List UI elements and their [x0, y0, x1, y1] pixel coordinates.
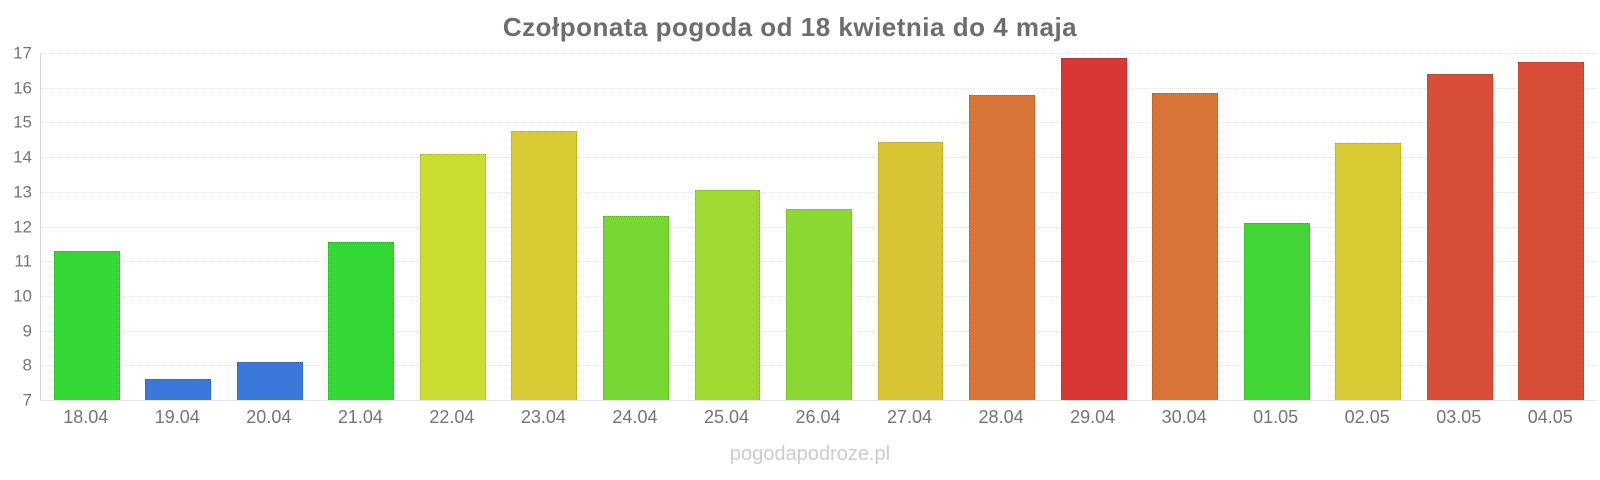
x-axis: 18.04 19.04 20.04 21.04 22.04 23.04 24.04 25.04…: [40, 407, 1596, 428]
y-tick-label-16: 16: [13, 78, 32, 98]
bar-29.04[interactable]: [1060, 58, 1127, 400]
bar-03.05[interactable]: [1426, 73, 1493, 400]
x-tick-label-04.05: 04.05: [1527, 407, 1573, 427]
gridline-13: [41, 191, 1597, 193]
bar-24.04[interactable]: [603, 216, 669, 400]
bar-slot-30.04: [1139, 53, 1231, 400]
bar-26.04[interactable]: [786, 209, 852, 400]
x-tick-label-24.04: 24.04: [612, 407, 658, 427]
x-tick-label-23.04: 23.04: [520, 407, 566, 427]
bar-slot-23.04: [499, 53, 591, 400]
bar-23.04[interactable]: [511, 131, 578, 400]
x-tick-label-19.04: 19.04: [154, 407, 200, 427]
y-tick-label-7: 7: [22, 390, 32, 410]
bar-slot-02.05: [1322, 53, 1414, 400]
x-tick-label-01.05: 01.05: [1253, 407, 1299, 427]
x-tick-label-26.04: 26.04: [795, 407, 841, 427]
y-tick-label-9: 9: [22, 321, 32, 341]
x-tick-label-28.04: 28.04: [978, 407, 1024, 427]
y-axis: 7 8 9 10 11 12 13 14 15 16 17: [0, 45, 32, 409]
bar-slot-18.04: [41, 53, 133, 400]
bar-22.04[interactable]: [419, 153, 486, 400]
x-tick-label-20.04: 20.04: [246, 407, 292, 427]
bar-25.04[interactable]: [694, 190, 761, 400]
bar-01.05[interactable]: [1243, 223, 1310, 400]
x-tick-label-25.04: 25.04: [703, 407, 749, 427]
bar-slot-20.04: [224, 53, 316, 400]
bar-slot-24.04: [590, 53, 682, 400]
bar-slot-22.04: [407, 53, 499, 400]
gridline-16: [41, 87, 1597, 89]
plot-area: [40, 53, 1597, 401]
y-tick-label-10: 10: [13, 286, 32, 306]
chart-title: Czołponata pogoda od 18 kwietnia do 4 ma…: [502, 12, 1078, 42]
bar-21.04[interactable]: [328, 242, 395, 400]
gridline-17: [41, 53, 1597, 54]
gridline-14: [41, 157, 1597, 159]
x-tick-label-27.04: 27.04: [887, 407, 933, 427]
y-tick-label-15: 15: [13, 112, 32, 132]
y-tick-label-8: 8: [22, 355, 32, 375]
bar-30.04[interactable]: [1152, 92, 1219, 400]
y-tick-label-13: 13: [13, 182, 32, 202]
x-tick-label-22.04: 22.04: [429, 407, 475, 427]
bar-slot-26.04: [773, 53, 865, 400]
bar-28.04[interactable]: [969, 94, 1036, 400]
bar-02.05[interactable]: [1335, 143, 1402, 400]
x-tick-label-02.05: 02.05: [1344, 407, 1390, 427]
x-tick-label-03.05: 03.05: [1436, 407, 1482, 427]
bar-slot-25.04: [682, 53, 774, 400]
y-tick-label-17: 17: [13, 43, 32, 63]
bar-series: [41, 53, 1597, 400]
y-tick-label-14: 14: [13, 147, 32, 167]
y-tick-label-11: 11: [14, 251, 32, 271]
gridline-15: [41, 122, 1597, 124]
bar-slot-03.05: [1414, 53, 1506, 400]
bar-slot-29.04: [1048, 53, 1140, 400]
bar-18.04[interactable]: [53, 250, 120, 400]
bar-20.04[interactable]: [236, 361, 303, 400]
bar-slot-28.04: [956, 53, 1048, 400]
bar-04.05[interactable]: [1518, 61, 1585, 400]
bar-slot-19.04: [133, 53, 225, 400]
x-tick-label-21.04: 21.04: [337, 407, 383, 427]
bar-slot-21.04: [316, 53, 408, 400]
bar-slot-27.04: [865, 53, 957, 400]
y-tick-label-12: 12: [13, 217, 32, 236]
watermark-text: pogodapodroze.pl: [729, 443, 891, 465]
bar-27.04[interactable]: [877, 141, 944, 400]
bar-slot-01.05: [1231, 53, 1323, 400]
x-tick-label-29.04: 29.04: [1070, 407, 1116, 427]
bar-slot-04.05: [1506, 53, 1598, 400]
x-tick-label-30.04: 30.04: [1161, 407, 1207, 427]
bar-19.04[interactable]: [145, 379, 212, 400]
x-tick-label-18.04: 18.04: [63, 407, 109, 427]
